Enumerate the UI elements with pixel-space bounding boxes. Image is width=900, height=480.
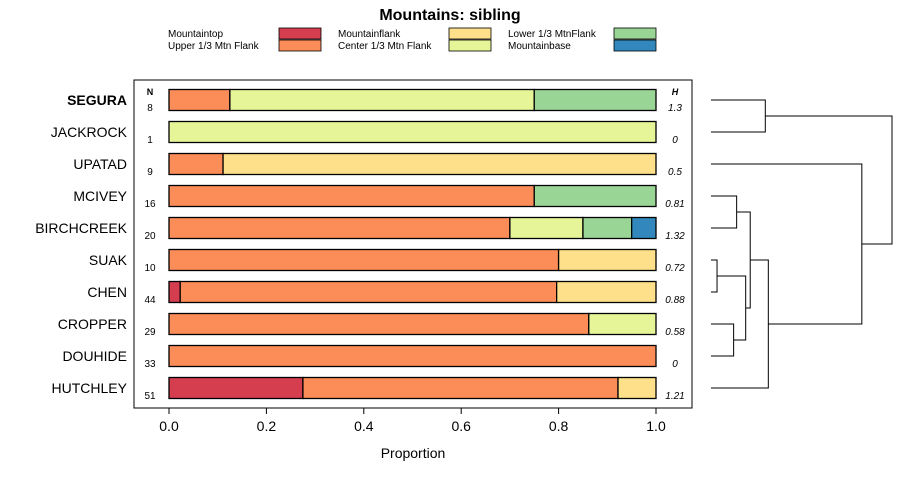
- x-axis: 0.0 0.2 0.4 0.6 0.8 1.0: [159, 408, 666, 434]
- bar-segment-douhide-upper-1-3-mtn-flank: [168, 344, 657, 368]
- row-hutchley: HUTCHLEY 51 1.21: [52, 376, 685, 402]
- legend-swatch-mountaintop: [278, 27, 322, 40]
- h-value: 1.32: [665, 231, 685, 242]
- bar-segment-segura-center-1-3-mtn-flank: [229, 88, 535, 112]
- h-header: H: [672, 87, 679, 97]
- dendro-link-mcivey-birchcreek: [711, 195, 738, 229]
- category-label-suak: SUAK: [89, 252, 128, 268]
- category-label-birchcreek: BIRCHCREEK: [35, 220, 127, 236]
- bar-segment-hutchley-mountainflank: [617, 376, 657, 400]
- bar-segment-mcivey-upper-1-3-mtn-flank: [168, 184, 535, 208]
- category-label-hutchley: HUTCHLEY: [52, 380, 128, 396]
- h-value: 0.81: [665, 199, 684, 210]
- x-tick-label: 0.6: [451, 418, 471, 434]
- bar-segment-suak-upper-1-3-mtn-flank: [168, 248, 560, 272]
- bar-segment-chen-mountaintop: [168, 280, 181, 304]
- legend-label-mountainbase: Mountainbase: [508, 41, 571, 52]
- n-value: 8: [147, 103, 153, 114]
- dendro-link-segura-jackrock: [711, 99, 766, 133]
- x-tick-label: 1.0: [646, 418, 666, 434]
- h-value: 0.88: [665, 295, 685, 306]
- bar-segment-hutchley-mountaintop: [168, 376, 304, 400]
- legend-swatch-mountainflank: [448, 27, 492, 40]
- row-douhide: DOUHIDE 33 0: [62, 344, 678, 370]
- h-value: 0.5: [668, 167, 682, 178]
- bar-segment-hutchley-upper-1-3-mtn-flank: [302, 376, 619, 400]
- x-tick-label: 0.0: [159, 418, 179, 434]
- category-label-segura: SEGURA: [67, 92, 127, 108]
- plot-frame: [133, 79, 693, 409]
- category-label-cropper: CROPPER: [58, 316, 127, 332]
- bar-segment-cropper-center-1-3-mtn-flank: [588, 312, 657, 336]
- n-value: 10: [144, 263, 156, 274]
- h-value: 0.72: [665, 263, 685, 274]
- bar-segment-jackrock-center-1-3-mtn-flank: [168, 120, 657, 144]
- category-label-jackrock: JACKROCK: [51, 124, 128, 140]
- bar-segment-segura-lower-1-3-mtnflank: [533, 88, 657, 112]
- n-value: 33: [144, 359, 156, 370]
- dendro-link-mcivey-birchcreek-suak-chen-cropper-douh: [736, 211, 751, 309]
- dendro-link-cropper-douhide: [711, 323, 735, 357]
- bar-segment-chen-mountainflank: [556, 280, 657, 304]
- dendro-link-segura-jackrock-upatad-mcivey-birchcreek: [765, 115, 893, 245]
- x-axis-label: Proportion: [381, 445, 446, 461]
- bar-segment-segura-upper-1-3-mtn-flank: [168, 88, 231, 112]
- legend-swatch-mountainbase: [613, 39, 657, 52]
- bar-segment-cropper-upper-1-3-mtn-flank: [168, 312, 590, 336]
- row-upatad: UPATAD 9 0.5: [73, 152, 682, 178]
- h-value: 0.58: [665, 327, 685, 338]
- dendro-link-suak-chen: [711, 259, 718, 293]
- n-value: 44: [144, 295, 156, 306]
- bar-segment-birchcreek-upper-1-3-mtn-flank: [168, 216, 511, 240]
- category-label-douhide: DOUHIDE: [62, 348, 127, 364]
- n-value: 1: [147, 135, 153, 146]
- n-header: N: [147, 87, 154, 97]
- bar-segment-birchcreek-lower-1-3-mtnflank: [582, 216, 633, 240]
- legend-swatch-upper-1-3-mtn-flank: [278, 39, 322, 52]
- row-mcivey: MCIVEY 16 0.81: [73, 184, 685, 210]
- h-value: 0: [672, 359, 678, 370]
- row-cropper: CROPPER 29 0.58: [58, 312, 685, 338]
- row-chen: CHEN 44 0.88: [87, 280, 685, 306]
- row-jackrock: JACKROCK 1 0: [51, 120, 678, 146]
- category-label-chen: CHEN: [87, 284, 127, 300]
- h-value: 1.3: [668, 103, 682, 114]
- chart-title: Mountains: sibling: [379, 7, 520, 24]
- n-value: 29: [144, 327, 156, 338]
- bar-segment-birchcreek-center-1-3-mtn-flank: [509, 216, 584, 240]
- bar-segment-upatad-upper-1-3-mtn-flank: [168, 152, 224, 176]
- legend-label-upper-1-3-mtn-flank: Upper 1/3 Mtn Flank: [168, 41, 260, 52]
- bar-segment-birchcreek-mountainbase: [631, 216, 657, 240]
- bar-segment-suak-mountainflank: [557, 248, 657, 272]
- legend-swatch-lower-1-3-mtnflank: [613, 27, 657, 40]
- h-value: 0: [672, 135, 678, 146]
- category-label-mcivey: MCIVEY: [73, 188, 127, 204]
- legend-swatch-center-1-3-mtn-flank: [448, 39, 492, 52]
- dendro-link-suak-chen-cropper-douhide: [717, 275, 747, 341]
- legend-label-mountainflank: Mountainflank: [338, 29, 401, 40]
- x-tick-label: 0.4: [354, 418, 374, 434]
- bar-segment-upatad-mountainflank: [222, 152, 657, 176]
- n-value: 20: [144, 231, 156, 242]
- n-value: 9: [147, 167, 153, 178]
- row-segura: SEGURA 8 1.3: [67, 88, 682, 114]
- h-value: 1.21: [665, 391, 684, 402]
- row-suak: SUAK 10 0.72: [89, 248, 685, 274]
- dendrogram: [711, 99, 893, 389]
- category-label-upatad: UPATAD: [73, 156, 127, 172]
- x-tick-label: 0.8: [549, 418, 569, 434]
- legend-label-center-1-3-mtn-flank: Center 1/3 Mtn Flank: [338, 41, 432, 52]
- legend-label-lower-1-3-mtnflank: Lower 1/3 MtnFlank: [508, 29, 597, 40]
- row-birchcreek: BIRCHCREEK 20 1.32: [35, 216, 685, 242]
- legend-label-mountaintop: Mountaintop: [168, 29, 223, 40]
- n-value: 16: [144, 199, 156, 210]
- bar-segment-mcivey-lower-1-3-mtnflank: [533, 184, 657, 208]
- dendro-link-upatad-mcivey-birchcreek-suak-chen-cropp: [711, 163, 863, 325]
- x-tick-label: 0.2: [257, 418, 277, 434]
- n-value: 51: [144, 391, 156, 402]
- bar-segment-chen-upper-1-3-mtn-flank: [179, 280, 558, 304]
